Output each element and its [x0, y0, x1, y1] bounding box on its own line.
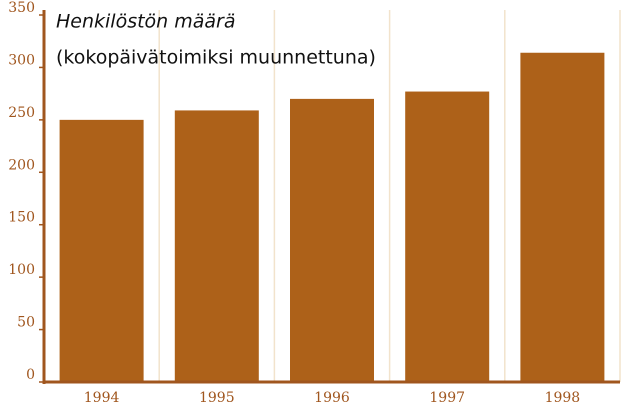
- x-tick-label: 1998: [545, 390, 581, 405]
- bar: [59, 119, 144, 382]
- chart-title: Henkilöstön määrä: [56, 11, 236, 33]
- x-tick-label: 1995: [199, 390, 235, 405]
- x-tick-label: 1994: [84, 390, 120, 405]
- chart-subtitle: (kokopäivätoimiksi muunnettuna): [56, 47, 376, 69]
- bar: [405, 91, 490, 382]
- y-tick-label: 150: [8, 210, 35, 226]
- y-tick-label: 300: [8, 52, 35, 68]
- bar: [290, 98, 374, 382]
- y-tick-label: 250: [8, 105, 35, 121]
- bar: [520, 52, 605, 383]
- y-tick-label: 0: [26, 367, 35, 383]
- x-tick-label: 1997: [429, 390, 465, 405]
- y-tick-label: 200: [8, 157, 35, 173]
- y-tick-label: 350: [8, 0, 35, 16]
- x-tick-label: 1996: [314, 390, 350, 405]
- y-tick-label: 100: [8, 262, 35, 278]
- bar: [174, 110, 259, 383]
- y-tick-label: 50: [17, 315, 35, 331]
